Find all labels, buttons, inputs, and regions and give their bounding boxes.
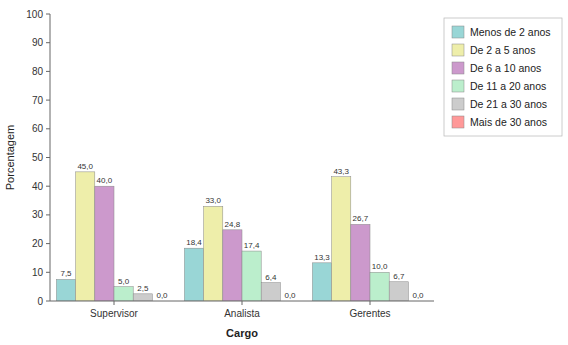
data-labels: 7,5 18,4 13,3 45,0 33,0 43,3 40,0 24,8 26,7 5,0 17…	[60, 162, 424, 300]
x-tick-label: Gerentes	[349, 308, 390, 319]
bar	[133, 294, 152, 301]
data-label: 18,4	[186, 238, 202, 247]
bar	[95, 186, 114, 301]
y-tick-label: 40	[32, 181, 44, 192]
y-tick-label: 100	[26, 9, 43, 20]
data-label: 7,5	[60, 269, 72, 278]
legend-swatch	[452, 98, 464, 110]
data-label: 17,4	[244, 241, 260, 250]
y-tick	[46, 272, 50, 273]
axes: 0 10 20 30 40 50 60 70 80 90 100 Supervisor Analista…	[26, 9, 434, 320]
data-label: 10,0	[372, 262, 388, 271]
data-label: 33,0	[205, 196, 221, 205]
bar	[312, 263, 331, 301]
legend-label: De 11 a 20 anos	[470, 80, 546, 92]
data-label: 45,0	[77, 162, 93, 171]
legend-swatch	[452, 116, 464, 128]
bar	[76, 172, 95, 301]
legend-swatch	[452, 80, 464, 92]
y-tick	[46, 301, 50, 302]
data-label: 24,8	[225, 220, 241, 229]
data-label: 13,3	[314, 253, 330, 262]
bar	[370, 272, 389, 301]
bar	[114, 287, 133, 301]
legend-label: Menos de 2 anos	[470, 26, 551, 38]
legend-swatch	[452, 44, 464, 56]
bar	[351, 224, 370, 301]
y-axis-label: Porcentagem	[4, 125, 16, 190]
data-label: 26,7	[353, 214, 369, 223]
y-tick	[46, 157, 50, 158]
data-label: 43,3	[333, 167, 349, 176]
legend-label: Mais de 30 anos	[470, 116, 547, 128]
data-label: 5,0	[118, 277, 130, 286]
data-label: 0,0	[284, 291, 296, 300]
bar	[261, 283, 280, 301]
bar	[332, 177, 351, 301]
y-tick-label: 50	[32, 152, 44, 163]
y-tick	[46, 14, 50, 15]
x-tick	[242, 301, 243, 305]
chart: 7,5 18,4 13,3 45,0 33,0 43,3 40,0 24,8 26,7 5,0 17…	[0, 0, 568, 345]
legend-label: De 6 a 10 anos	[470, 62, 541, 74]
y-tick-label: 30	[32, 209, 44, 220]
x-tick	[114, 301, 115, 305]
bar	[223, 230, 242, 301]
legend-box	[444, 18, 562, 136]
y-tick	[46, 128, 50, 129]
legend-label: De 21 a 30 anos	[470, 98, 547, 110]
legend: Menos de 2 anos De 2 a 5 anos De 6 a 10 an…	[444, 18, 562, 136]
x-tick-label: Analista	[224, 308, 260, 319]
y-tick	[46, 186, 50, 187]
bar	[56, 279, 75, 301]
legend-label: De 2 a 5 anos	[470, 44, 535, 56]
y-tick	[46, 71, 50, 72]
data-label: 40,0	[97, 176, 113, 185]
y-tick-label: 90	[32, 37, 44, 48]
data-label: 2,5	[137, 284, 149, 293]
data-label: 0,0	[156, 291, 168, 300]
y-tick-label: 60	[32, 123, 44, 134]
y-tick-label: 80	[32, 66, 44, 77]
bars	[56, 172, 408, 301]
x-tick-label: Supervisor	[90, 308, 138, 319]
y-tick	[46, 42, 50, 43]
page: {"chart_data": {"type": "bar", "xlabel":…	[0, 0, 568, 345]
y-tick-label: 20	[32, 238, 44, 249]
legend-swatch	[452, 62, 464, 74]
x-tick	[370, 301, 371, 305]
bar	[204, 206, 223, 301]
data-label: 6,4	[265, 273, 277, 282]
bar	[184, 248, 203, 301]
y-tick	[46, 243, 50, 244]
data-label: 6,7	[393, 272, 405, 281]
y-tick-label: 10	[32, 267, 44, 278]
bar	[389, 282, 408, 301]
x-axis-label: Cargo	[226, 327, 258, 339]
legend-swatch	[452, 26, 464, 38]
y-tick-label: 70	[32, 95, 44, 106]
y-tick-label: 0	[37, 296, 43, 307]
y-tick	[46, 214, 50, 215]
data-label: 0,0	[412, 291, 424, 300]
y-tick	[46, 100, 50, 101]
bar	[242, 251, 261, 301]
